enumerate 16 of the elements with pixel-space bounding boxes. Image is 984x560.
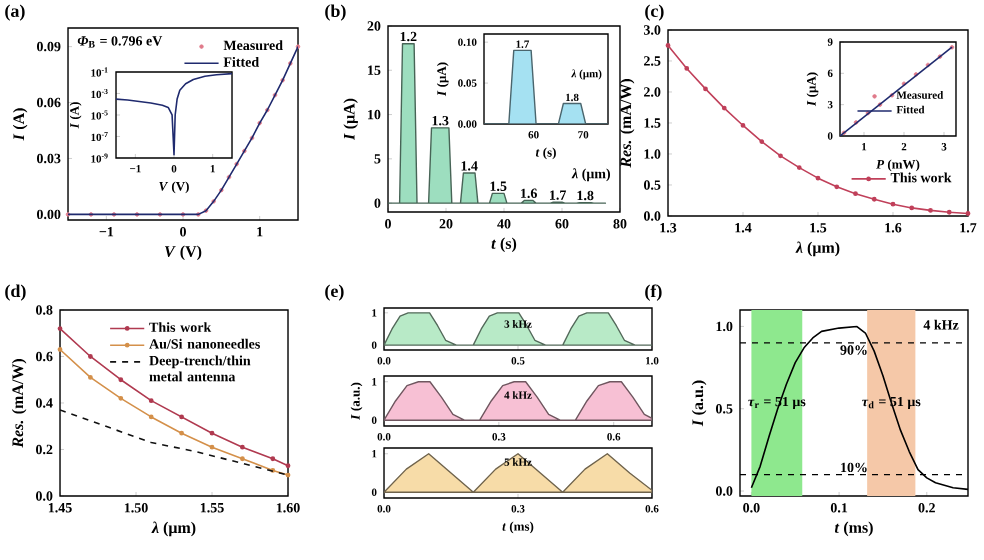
x-axis-title: t (ms): [834, 521, 873, 537]
chart-title: (e): [325, 284, 344, 301]
y-axis-title: Res. (mA/W): [619, 79, 635, 168]
chart-title: (b): [325, 4, 346, 21]
x-axis-title: λ (μm): [795, 241, 840, 257]
x-axis-title: V (V): [164, 245, 202, 261]
x-axis-title: t (s): [491, 237, 517, 253]
y-axis-title: Res. (mA/W): [11, 359, 27, 448]
chart-title: (c): [645, 4, 664, 21]
chart-title: (d): [5, 284, 26, 301]
x-axis-title: λ (μm): [151, 521, 196, 537]
y-axis-title: I (μA): [343, 98, 358, 141]
y-axis-title: I (A): [12, 108, 28, 141]
chart-title: (a): [5, 4, 25, 21]
chart-title: (f): [645, 284, 662, 301]
y-axis-title: I (a.u.): [691, 380, 707, 427]
